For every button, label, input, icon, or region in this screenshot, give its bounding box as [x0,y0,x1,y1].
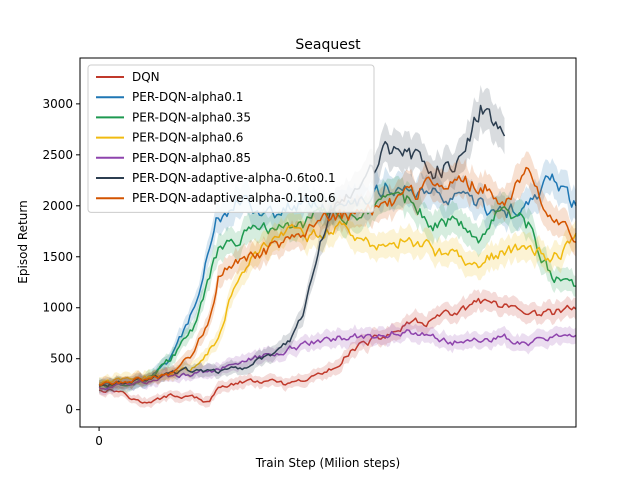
y-tick-label-5: 2500 [42,148,73,162]
axes: 0 500 1000 1500 2000 2500 3000 0 [42,97,102,448]
chart-title: Seaquest [295,37,361,53]
y-tick-label-6: 3000 [42,97,73,111]
legend-box [87,64,375,213]
legend-label-2: PER-DQN-alpha0.35 [132,110,251,124]
y-tick-label-3: 1500 [42,250,73,264]
series-2-band [99,175,576,394]
y-tick-label-2: 1000 [42,301,73,315]
legend-label-4: PER-DQN-alpha0.85 [132,151,251,165]
legend-label-5: PER-DQN-adaptive-alpha-0.6to0.1 [132,171,336,185]
series-4-band [99,321,576,396]
legend-label-1: PER-DQN-alpha0.1 [132,90,243,104]
x-axis-label: Train Step (Milion steps) [255,456,400,470]
legend-label-0: DQN [132,70,160,84]
y-axis-label: Episod Return [16,200,30,283]
series-0 [98,289,577,409]
plot-frame [79,57,577,428]
y-tick-label-4: 2000 [42,199,73,213]
series-5-band [99,85,505,393]
series-0-line [98,297,577,404]
series-1-band [99,158,576,393]
x-tick-label-0: 0 [95,434,103,448]
y-tick-label-1: 500 [50,352,73,366]
legend-label-3: PER-DQN-alpha0.6 [132,131,243,145]
series-6-line [99,166,577,386]
y-tick-label-0: 0 [65,403,73,417]
series-4-line [98,329,577,391]
legend: DQN PER-DQN-alpha0.1 PER-DQN-alpha0.35 PER-… [87,64,375,213]
legend-label-6: PER-DQN-adaptive-alpha-0.1to0.6 [132,191,336,205]
series-3-band [99,207,576,391]
series-4 [98,321,577,396]
series-0-band [99,289,576,409]
